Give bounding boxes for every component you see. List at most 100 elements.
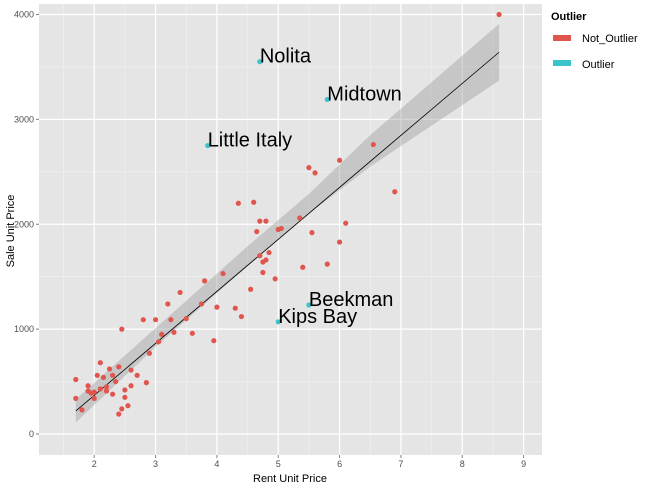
not-outlier-point	[306, 165, 312, 171]
x-tick-label: 7	[398, 459, 403, 469]
not-outlier-point	[134, 372, 140, 378]
not-outlier-point	[183, 316, 189, 322]
not-outlier-point	[257, 218, 263, 224]
trend-line	[75, 51, 500, 412]
not-outlier-point	[260, 269, 266, 276]
outlier-point	[205, 142, 211, 149]
not-outlier-point	[198, 301, 205, 307]
not-outlier-point	[324, 261, 330, 267]
not-outlier-point	[110, 372, 116, 378]
not-outlier-point	[143, 380, 149, 386]
not-outlier-point	[91, 395, 97, 401]
not-outlier-point	[263, 257, 269, 263]
not-outlier-point	[202, 278, 208, 284]
not-outlier-point	[254, 228, 260, 235]
outlier-point	[275, 319, 281, 325]
legend-key-not-outlier	[553, 35, 571, 41]
not-outlier-point	[110, 391, 116, 397]
minor-grid	[39, 4, 542, 455]
x-tick-label: 5	[276, 459, 281, 469]
legend-title: Outlier	[551, 11, 587, 23]
not-outlier-point	[235, 200, 241, 206]
not-outlier-point	[370, 141, 376, 148]
not-outlier-point	[97, 386, 103, 392]
legend-label-not-outlier: Not_Outlier	[582, 33, 638, 45]
x-tick-label: 2	[92, 459, 97, 469]
not-outlier-point	[309, 230, 315, 236]
not-outlier-point	[336, 157, 343, 163]
not-outlier-point	[116, 364, 122, 370]
legend-key-outlier	[553, 60, 571, 66]
not-outlier-point	[189, 330, 195, 336]
not-outlier-point	[103, 384, 110, 390]
y-tick-label: 3000	[14, 114, 34, 124]
not-outlier-point	[106, 366, 113, 372]
y-tick-label: 1000	[14, 324, 34, 334]
confidence-band	[75, 23, 500, 423]
not-outlier-point	[119, 326, 125, 332]
outlier-point	[324, 96, 330, 103]
not-outlier-point	[171, 329, 177, 335]
not-outlier-point	[278, 225, 284, 232]
major-grid	[39, 4, 542, 455]
not-outlier-point	[263, 218, 269, 224]
not-outlier-point	[248, 286, 254, 292]
not-outlier-point	[152, 317, 159, 323]
not-outlier-point	[79, 407, 85, 413]
not-outlier-point	[343, 220, 349, 226]
outlier-point	[306, 302, 312, 308]
not-outlier-point	[211, 338, 217, 344]
y-tick-label: 4000	[14, 9, 34, 19]
x-tick-label: 6	[337, 459, 342, 469]
not-outlier-point	[128, 367, 134, 373]
not-outlier-point	[159, 331, 165, 337]
confidence-band-layer	[75, 23, 500, 423]
outlier-point	[257, 59, 263, 65]
not-outlier-point	[113, 378, 119, 385]
not-outlier-point	[146, 350, 153, 356]
not-outlier-point	[91, 389, 97, 395]
not-outlier-point	[73, 395, 79, 401]
legend-label-outlier: Outlier	[582, 59, 615, 71]
x-tick-label: 4	[214, 459, 219, 469]
annotation-label: Kips Bay	[278, 306, 357, 328]
not-outlier-point	[103, 388, 110, 394]
not-outlier-point	[140, 317, 146, 323]
not-outlier-point	[251, 199, 257, 205]
x-axis-title: Rent Unit Price	[253, 473, 327, 485]
annotation-label: Beekman	[309, 289, 394, 311]
not-outlier-point	[116, 411, 122, 417]
not-outlier-point	[297, 215, 303, 221]
not-outlier-point	[177, 289, 183, 296]
not-outlier-point	[214, 304, 220, 310]
not-outlier-point	[122, 394, 128, 400]
not-outlier-point	[312, 170, 318, 176]
not-outlier-point	[73, 376, 79, 383]
not-outlier-point	[97, 360, 103, 366]
not-outlier-point	[94, 372, 100, 378]
y-tick-label: 0	[29, 429, 34, 439]
not-outlier-point	[156, 339, 162, 345]
y-axis-ticks: 0 1000 2000 3000 4000	[14, 9, 39, 439]
not-outlier-point	[85, 383, 91, 389]
x-tick-label: 3	[153, 459, 158, 469]
not-outlier-point	[119, 406, 125, 412]
not-outlier-point	[165, 301, 171, 307]
not-outlier-point	[300, 264, 306, 270]
not-outlier-point	[168, 317, 174, 323]
not-outlier-point	[266, 249, 272, 256]
points-layer	[73, 11, 502, 417]
not-outlier-point	[392, 189, 398, 195]
y-tick-label: 2000	[14, 219, 34, 229]
not-outlier-point	[128, 383, 134, 389]
annotation-label: Midtown	[327, 83, 401, 105]
x-tick-label: 9	[521, 459, 526, 469]
not-outlier-point	[496, 11, 502, 18]
annotation-label: Little Italy	[208, 130, 292, 152]
not-outlier-point	[122, 387, 128, 393]
legend: Outlier Not_Outlier Outlier	[551, 11, 638, 71]
x-tick-label: 8	[460, 459, 465, 469]
not-outlier-point	[125, 403, 131, 409]
